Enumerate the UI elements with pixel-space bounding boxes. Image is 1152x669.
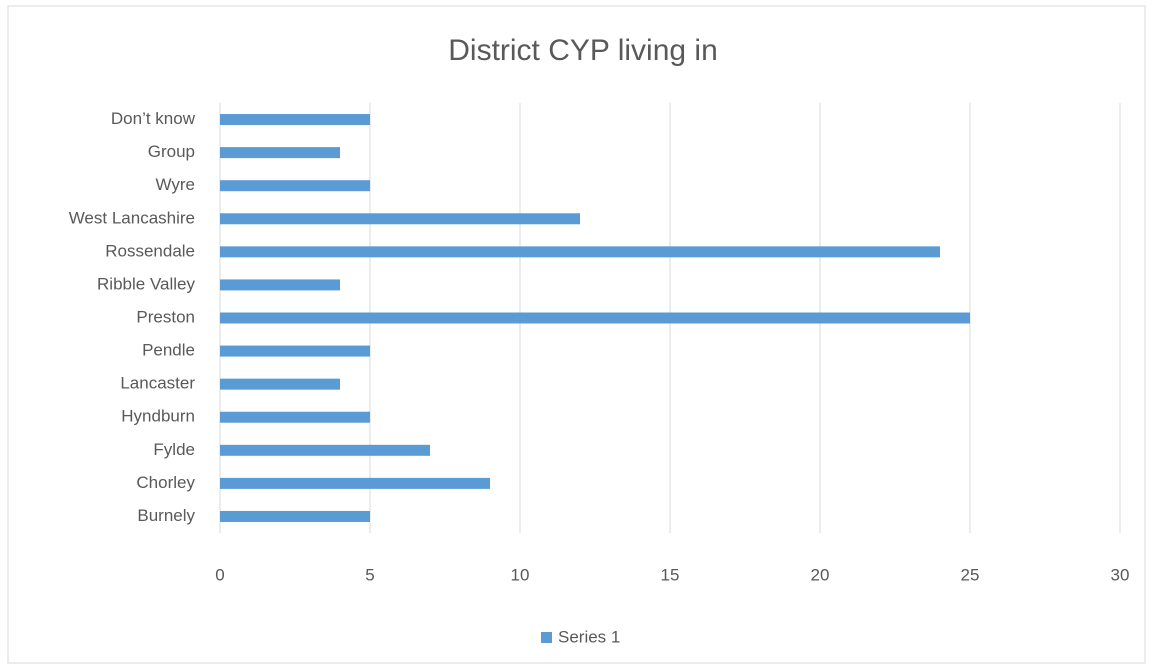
- bar: [220, 345, 370, 357]
- legend-label: Series 1: [558, 627, 620, 646]
- y-tick-label: Burnely: [137, 506, 195, 525]
- x-tick-label: 20: [811, 565, 830, 584]
- y-tick-label: Ribble Valley: [97, 274, 195, 293]
- bar: [220, 411, 370, 423]
- y-tick-label: Group: [148, 142, 195, 161]
- y-tick-label: Lancaster: [120, 374, 195, 393]
- x-tick-label: 0: [215, 565, 224, 584]
- chart-title: District CYP living in: [448, 34, 718, 67]
- y-tick-label: Fylde: [153, 440, 195, 459]
- x-tick-label: 30: [1111, 565, 1130, 584]
- bar: [220, 312, 970, 324]
- x-tick-label: 25: [961, 565, 980, 584]
- bar: [220, 147, 340, 159]
- bar: [220, 444, 430, 456]
- bar: [220, 246, 940, 258]
- y-tick-label: Rossendale: [105, 241, 195, 260]
- bar: [220, 477, 490, 489]
- chart-frame: [7, 5, 1146, 664]
- bar: [220, 213, 580, 225]
- y-tick-label: Don’t know: [111, 109, 196, 128]
- y-tick-label: Pendle: [142, 341, 195, 360]
- x-tick-label: 15: [661, 565, 680, 584]
- bar: [220, 180, 370, 192]
- y-tick-label: Wyre: [155, 175, 195, 194]
- y-tick-label: West Lancashire: [69, 208, 195, 227]
- legend-swatch: [541, 632, 552, 643]
- bar: [220, 378, 340, 390]
- y-tick-label: Preston: [136, 307, 195, 326]
- bar: [220, 279, 340, 291]
- bar: [220, 114, 370, 126]
- bar: [220, 510, 370, 522]
- y-tick-label: Chorley: [136, 473, 195, 492]
- y-tick-label: Hyndburn: [121, 407, 195, 426]
- x-tick-label: 5: [365, 565, 374, 584]
- x-tick-label: 10: [511, 565, 530, 584]
